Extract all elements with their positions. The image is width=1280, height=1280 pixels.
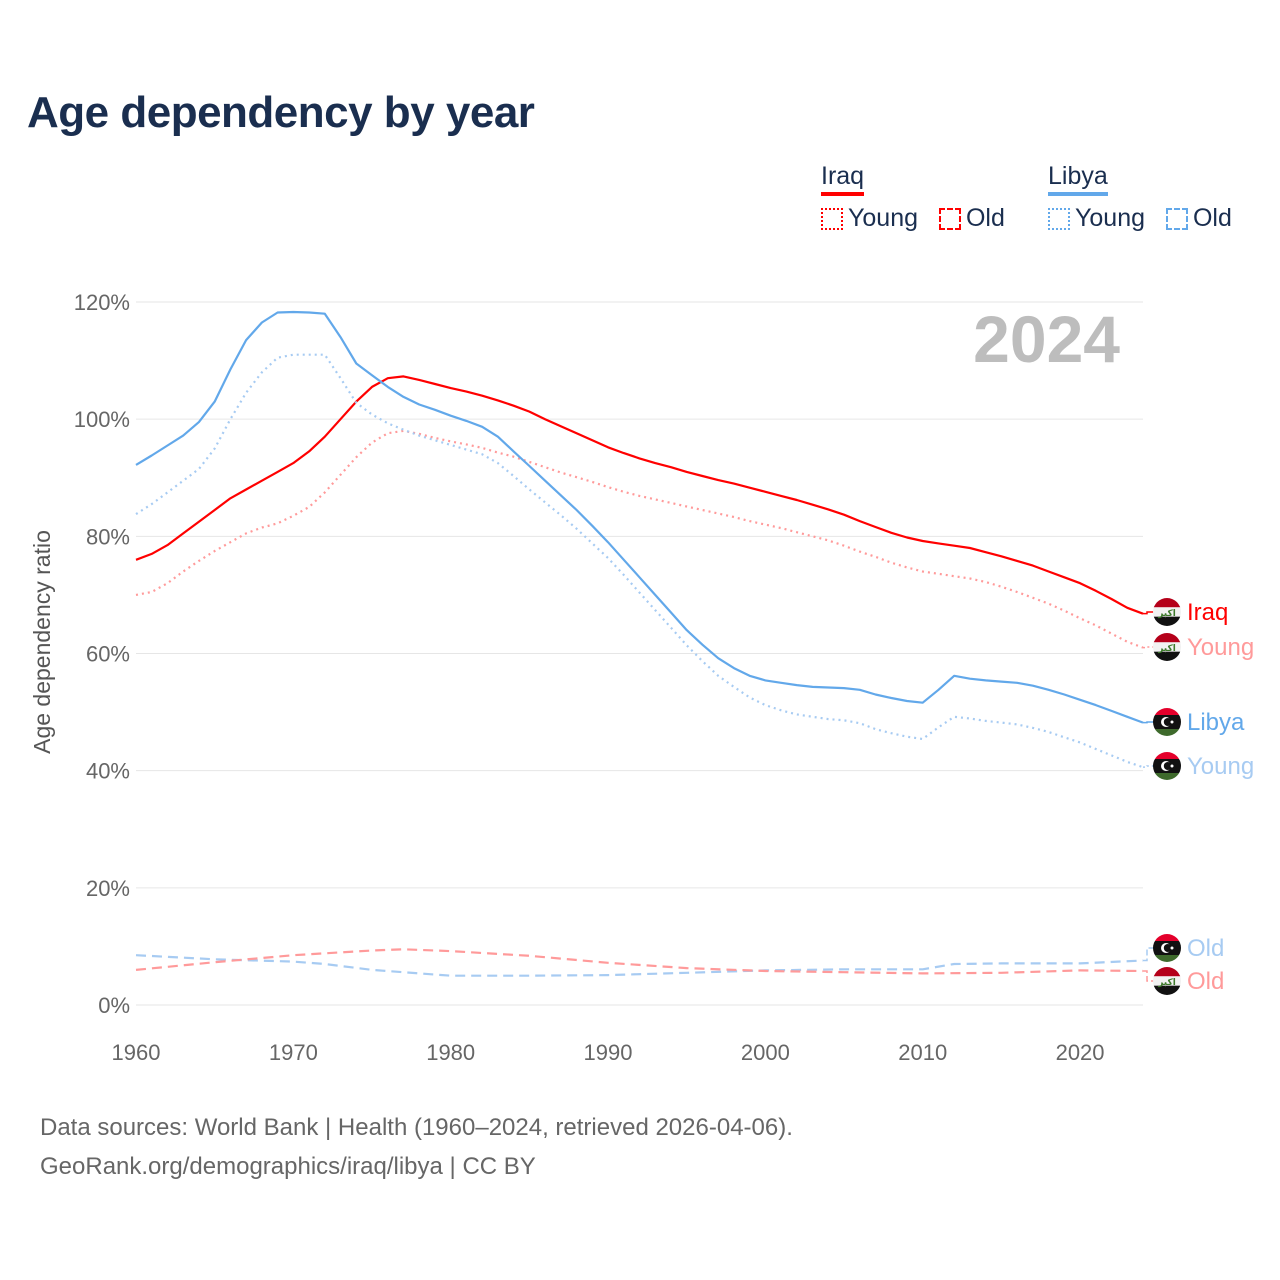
x-tick-label: 1960 xyxy=(112,1040,161,1065)
legend-label: Old xyxy=(1192,204,1232,232)
flag-stripe xyxy=(1153,708,1181,715)
flag-script: اكبر xyxy=(1157,977,1176,988)
libya-flag-icon xyxy=(1153,934,1181,962)
iraq-flag-icon: اكبر xyxy=(1153,967,1181,995)
flag-star xyxy=(1170,764,1174,768)
y-tick-label: 60% xyxy=(86,642,130,667)
label-connector xyxy=(1143,721,1155,724)
x-tick-label: 1980 xyxy=(426,1040,475,1065)
footer: Data sources: World Bank | Health (1960–… xyxy=(40,1108,793,1186)
flag-stripe xyxy=(1153,967,1181,977)
x-tick-label: 2010 xyxy=(898,1040,947,1065)
flag-stripe xyxy=(1153,773,1181,780)
flag-crescent-cut xyxy=(1163,762,1172,770)
label-connector xyxy=(1143,947,1155,962)
flag-stripe xyxy=(1153,729,1181,736)
x-tick-label: 2020 xyxy=(1056,1040,1105,1065)
y-tick-label: 20% xyxy=(86,876,130,901)
series-end-label: Libya xyxy=(1187,709,1245,736)
iraq-flag-icon: اكبر xyxy=(1153,633,1181,661)
flag-stripe xyxy=(1153,607,1181,617)
dotted-swatch-icon xyxy=(1048,207,1070,230)
flag-script: اكبر xyxy=(1157,608,1176,619)
flag-crescent-cut xyxy=(1163,944,1172,952)
flag-stripe xyxy=(1153,598,1181,608)
x-tick-label: 1990 xyxy=(584,1040,633,1065)
dashed-swatch-icon xyxy=(1165,207,1188,230)
flag-stripe xyxy=(1153,642,1181,652)
series-line-iraq[interactable] xyxy=(135,375,1144,615)
series-end-label: Young xyxy=(1187,753,1254,780)
label-connector xyxy=(1143,646,1155,649)
series-end-label: Old xyxy=(1187,935,1224,962)
label-connector xyxy=(1143,765,1155,768)
libya-flag-icon xyxy=(1153,708,1181,736)
legend-item-iraq-young[interactable]: Young xyxy=(821,204,918,233)
series-line-iraq-old[interactable] xyxy=(135,948,1144,975)
y-tick-label: 0% xyxy=(98,993,130,1018)
flag-stripe xyxy=(1153,633,1181,643)
legend-country-libya[interactable]: Libya xyxy=(1048,162,1108,196)
series-line-iraq-young[interactable] xyxy=(135,429,1144,649)
flag-star xyxy=(1170,720,1174,724)
y-tick-label: 80% xyxy=(86,524,130,549)
label-connector xyxy=(1143,970,1155,982)
flag-stripe xyxy=(1153,752,1181,759)
legend-group-libya[interactable]: Libya Young Old xyxy=(1048,162,1246,237)
flag-stripe xyxy=(1153,985,1181,995)
x-tick-label: 1970 xyxy=(269,1040,318,1065)
flag-stripe xyxy=(1153,955,1181,962)
dotted-swatch-icon xyxy=(821,207,843,230)
legend-item-iraq-old[interactable]: Old xyxy=(938,204,1005,233)
y-tick-label: 100% xyxy=(74,407,130,432)
attribution-link[interactable]: GeoRank.org/demographics/iraq/libya | CC… xyxy=(40,1153,536,1180)
series-end-label: Old xyxy=(1187,968,1224,995)
flag-stripe xyxy=(1153,976,1181,986)
iraq-flag-icon: اكبر xyxy=(1153,598,1181,626)
flag-script: اكبر xyxy=(1157,643,1176,654)
dashed-swatch-icon xyxy=(938,207,961,230)
legend-label: Old xyxy=(965,204,1005,232)
data-source-note: Data sources: World Bank | Health (1960–… xyxy=(40,1114,793,1141)
series-end-label: Iraq xyxy=(1187,599,1228,626)
series-line-libya[interactable] xyxy=(135,310,1144,724)
label-connector xyxy=(1143,611,1155,615)
flag-stripe xyxy=(1153,651,1181,661)
y-axis-label: Age dependency ratio xyxy=(29,530,55,754)
libya-flag-icon xyxy=(1153,752,1181,780)
series-end-label: Young xyxy=(1187,634,1254,661)
year-watermark: 2024 xyxy=(973,302,1120,376)
x-tick-label: 2000 xyxy=(741,1040,790,1065)
chart-title: Age dependency by year xyxy=(27,88,535,137)
flag-stripe xyxy=(1153,934,1181,941)
series-line-libya-young[interactable] xyxy=(135,353,1144,769)
legend-item-libya-young[interactable]: Young xyxy=(1048,204,1145,233)
legend-label: Young xyxy=(1075,204,1145,232)
legend-group-iraq[interactable]: Iraq Young Old xyxy=(821,162,1019,237)
flag-crescent-cut xyxy=(1163,718,1172,726)
y-tick-label: 40% xyxy=(86,759,130,784)
legend-label: Young xyxy=(848,204,918,232)
legend-country-iraq[interactable]: Iraq xyxy=(821,162,865,196)
series-line-libya-old[interactable] xyxy=(135,954,1144,977)
y-tick-label: 120% xyxy=(74,290,130,315)
flag-star xyxy=(1170,946,1174,950)
flag-stripe xyxy=(1153,616,1181,626)
legend-item-libya-old[interactable]: Old xyxy=(1165,204,1232,233)
